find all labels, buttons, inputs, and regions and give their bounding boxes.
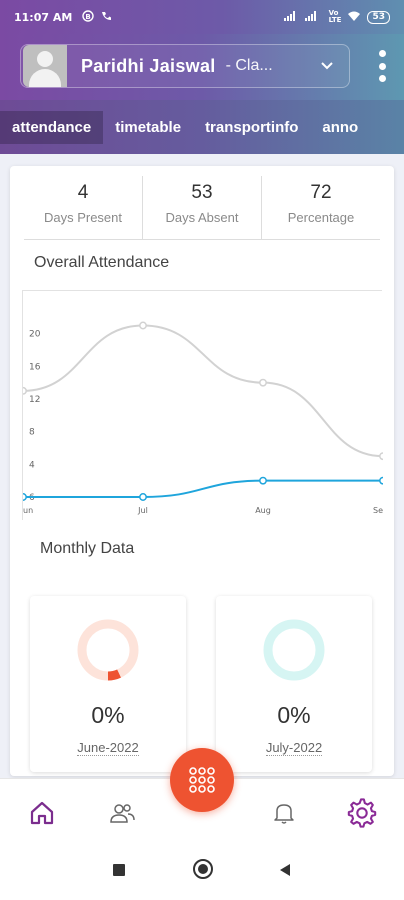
x-tick-label: Aug <box>255 506 271 515</box>
stat-days-absent: 53 Days Absent <box>143 176 262 239</box>
june-month-label: June-2022 <box>77 740 139 756</box>
recents-button[interactable] <box>112 862 126 881</box>
july-month-label: July-2022 <box>265 740 323 756</box>
nav-users[interactable] <box>106 797 138 829</box>
y-tick-label: 12 <box>29 395 40 405</box>
home-icon <box>30 801 54 825</box>
grid-icon <box>189 767 215 793</box>
attendance-summary: 4 Days Present 53 Days Absent 72 Percent… <box>24 176 380 240</box>
series-point-0[interactable] <box>259 378 267 387</box>
menu-grid-button[interactable] <box>170 748 234 812</box>
bell-icon <box>274 804 294 824</box>
circle-icon <box>193 859 213 879</box>
square-icon <box>113 864 125 876</box>
july-month-wrapper: July-2022 <box>216 740 372 756</box>
tab-transportinfo[interactable]: transportinfo <box>205 118 299 136</box>
chevron-down-icon <box>321 62 333 70</box>
users-icon <box>110 804 135 823</box>
june-percent: 0% <box>91 702 125 728</box>
student-name: Paridhi Jaiswal <box>81 55 216 76</box>
back-triangle-icon <box>280 864 290 876</box>
settings-icon <box>347 798 377 828</box>
student-selector[interactable]: Paridhi Jaiswal - Cla... <box>20 44 350 88</box>
percentage-label: Percentage <box>287 210 355 225</box>
series-line-1 <box>23 479 383 498</box>
nav-notifications[interactable] <box>268 797 300 829</box>
series-point-1[interactable] <box>19 493 27 501</box>
wifi-icon <box>347 10 361 25</box>
y-tick-label: 20 <box>29 330 41 340</box>
x-tick-label: Jul <box>137 506 148 515</box>
more-options-icon[interactable] <box>376 50 388 82</box>
class-label: - Cla... <box>225 57 273 74</box>
tab-announcements[interactable]: anno <box>322 118 359 136</box>
series-point-0[interactable] <box>139 321 147 330</box>
back-button[interactable] <box>278 862 292 881</box>
attendance-card: 4 Days Present 53 Days Absent 72 Percent… <box>10 166 394 776</box>
status-time: 11:07 AM <box>14 10 73 24</box>
volte-icon: Vo LTE <box>328 9 342 24</box>
days-absent-label: Days Absent <box>165 210 239 225</box>
june-month-wrapper: June-2022 <box>30 740 186 756</box>
b-icon: B <box>82 9 95 25</box>
series-point-0[interactable] <box>379 452 387 461</box>
signal-icon <box>283 10 323 25</box>
home-system-button[interactable] <box>192 858 214 884</box>
days-present-label: Days Present <box>43 210 123 225</box>
y-tick-label: 4 <box>29 460 35 470</box>
stat-percentage: 72 Percentage <box>262 176 380 239</box>
nav-home[interactable] <box>26 797 58 829</box>
days-present-value: 4 <box>77 182 89 203</box>
percentage-value: 72 <box>310 182 332 203</box>
tab-attendance[interactable]: attendance <box>0 110 104 144</box>
status-bar: 11:07 AM B Vo LTE 53 <box>0 0 404 34</box>
series-point-1[interactable] <box>379 476 387 485</box>
nav-settings[interactable] <box>346 797 378 829</box>
month-card-july[interactable]: 0% July-2022 <box>216 596 372 772</box>
system-navigation-bar <box>0 844 404 900</box>
tab-bar: attendance timetable transportinfo anno <box>0 100 404 154</box>
attendance-chart: 6 4 8 12 16 20 un Jul Aug Se <box>19 290 387 520</box>
x-tick-label: un <box>23 506 33 515</box>
stat-days-present: 4 Days Present <box>24 176 143 239</box>
july-percent: 0% <box>277 702 311 728</box>
july-progress-ring <box>263 619 325 681</box>
june-progress-ring <box>77 619 139 681</box>
monthly-data-title: Monthly Data <box>40 540 135 557</box>
app-header: Paridhi Jaiswal - Cla... <box>0 34 404 100</box>
series-point-1[interactable] <box>259 476 267 485</box>
series-point-1[interactable] <box>139 493 147 501</box>
avatar <box>23 45 67 87</box>
overall-attendance-title: Overall Attendance <box>34 254 170 271</box>
y-tick-label: 8 <box>29 428 35 438</box>
y-tick-label: 16 <box>29 362 41 372</box>
series-point-0[interactable] <box>19 386 27 395</box>
x-tick-label: Se <box>373 506 383 515</box>
tab-timetable[interactable]: timetable <box>115 118 182 136</box>
month-card-june[interactable]: 0% June-2022 <box>30 596 186 772</box>
call-icon <box>100 10 112 25</box>
days-absent-value: 53 <box>191 182 213 203</box>
svg-text:B: B <box>86 13 91 21</box>
battery-indicator: 53 <box>367 10 390 24</box>
series-line-0 <box>22 324 384 458</box>
